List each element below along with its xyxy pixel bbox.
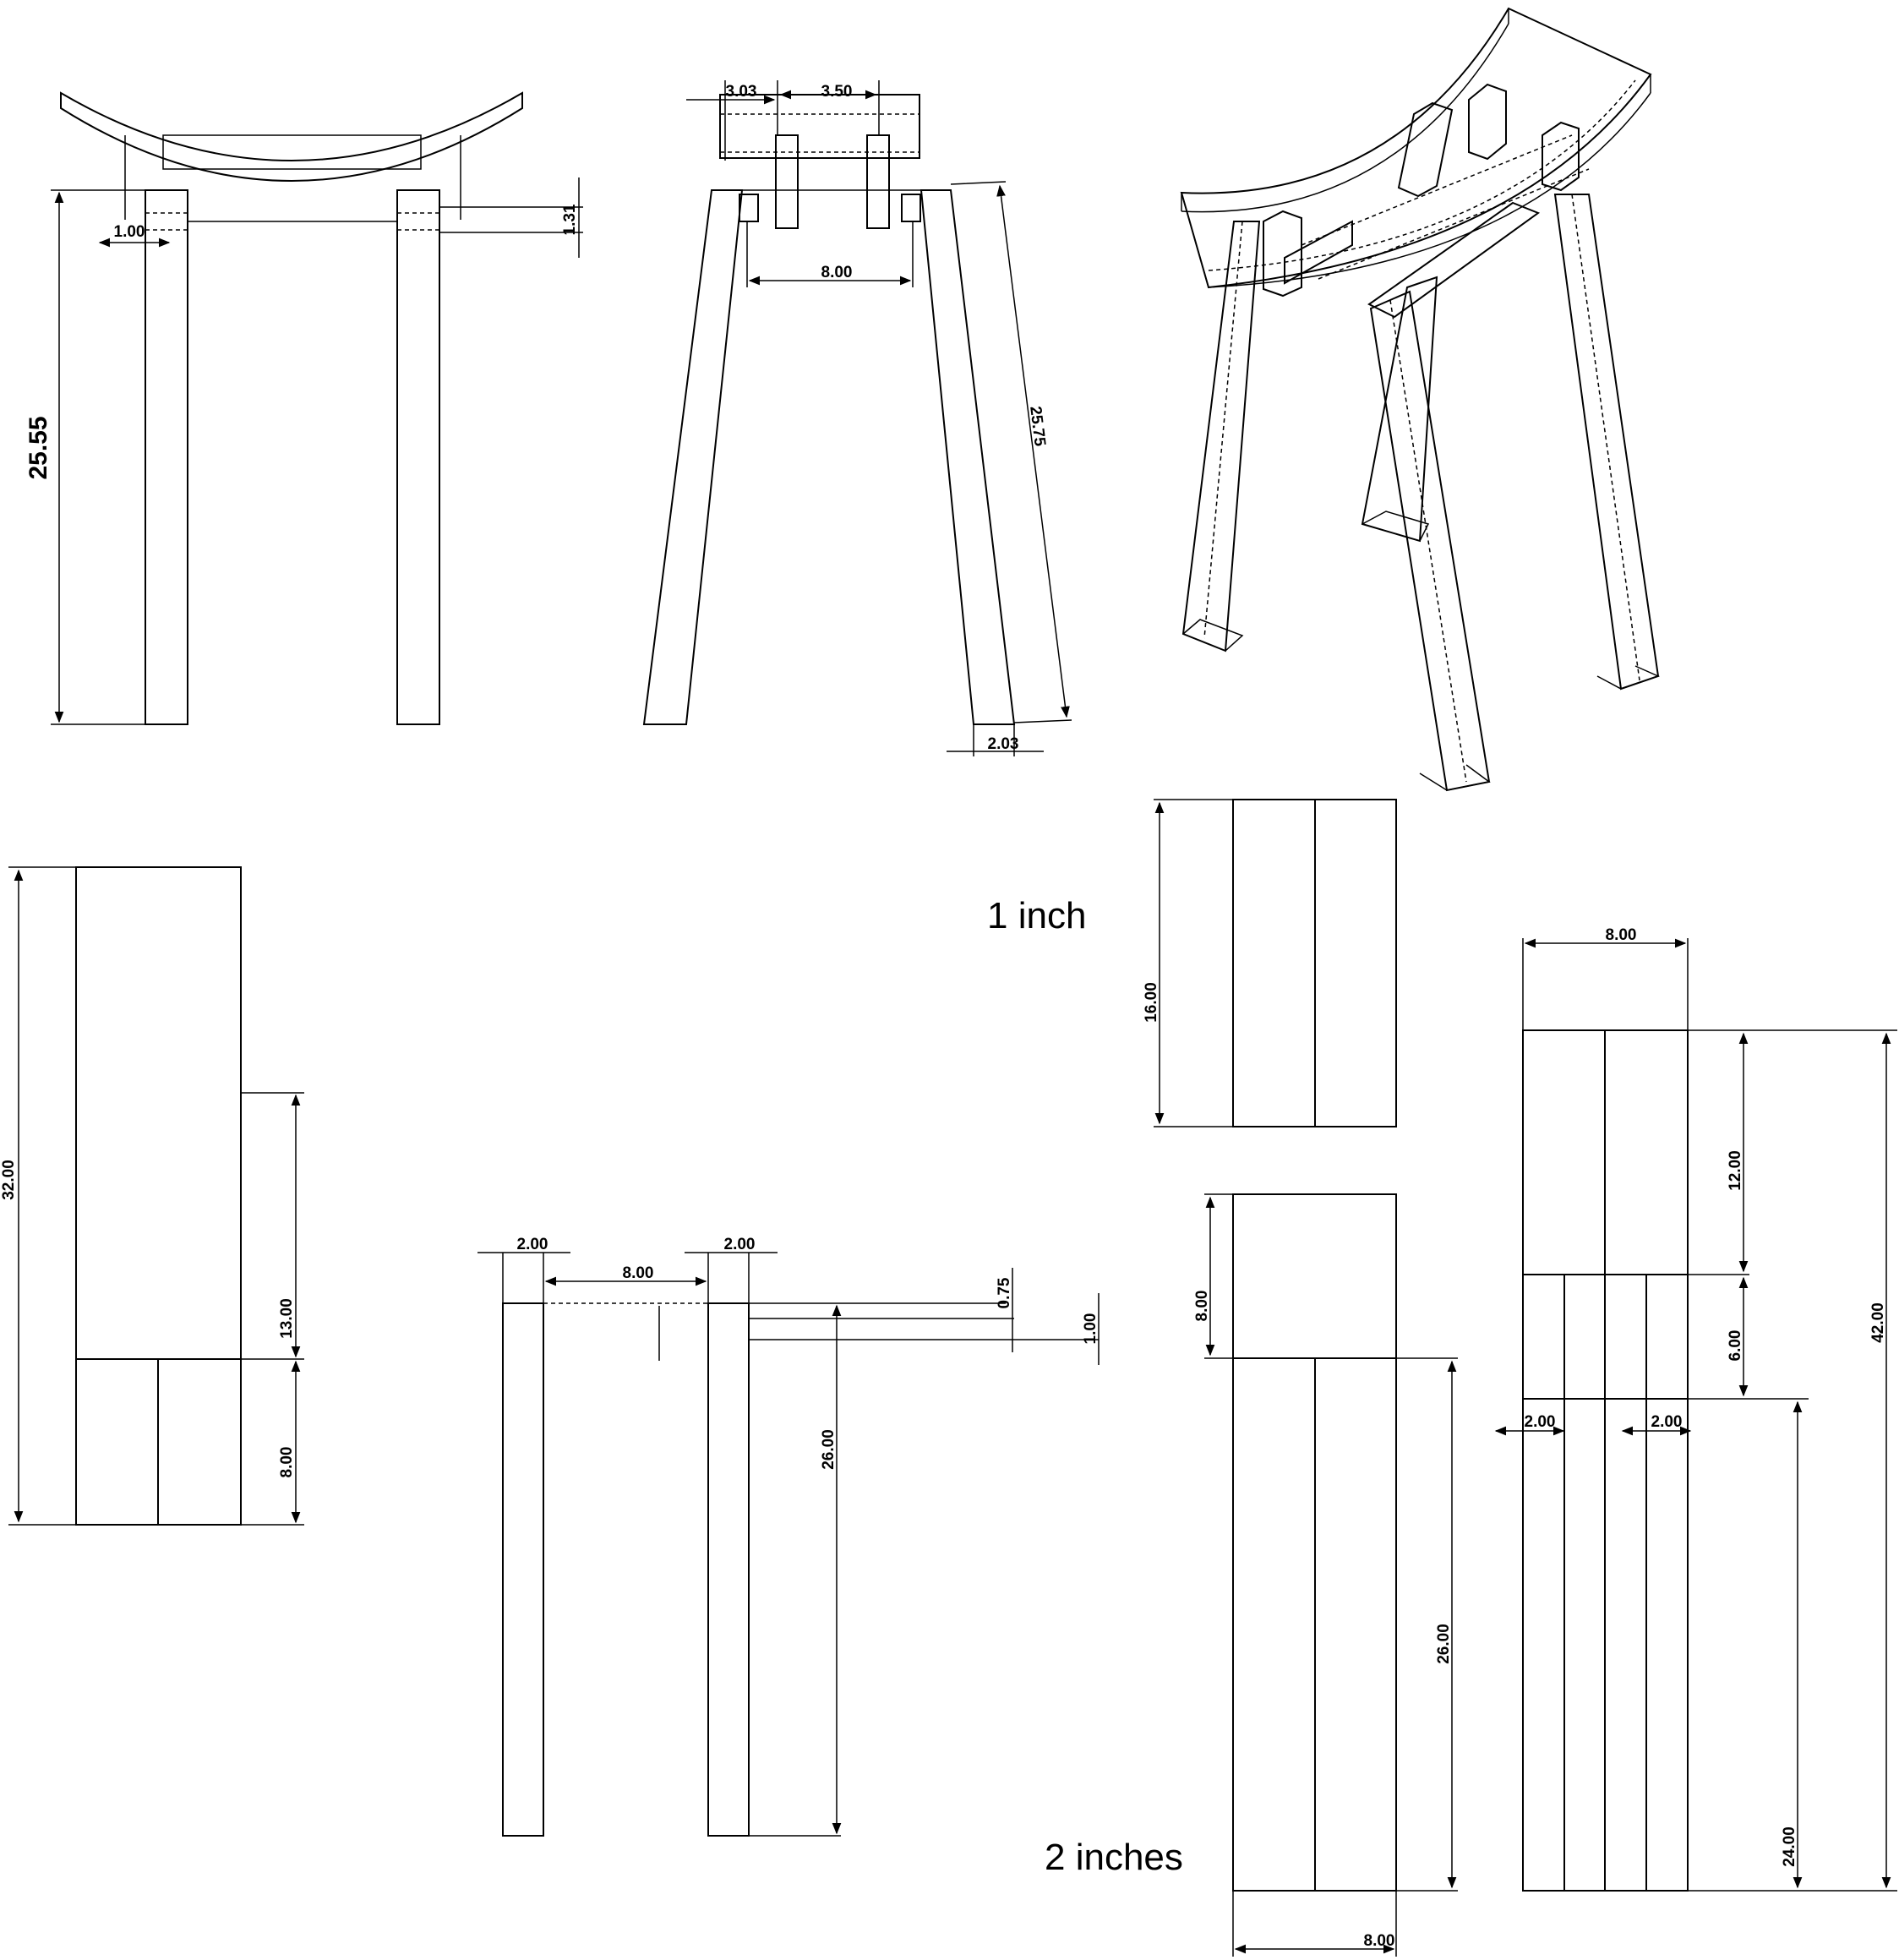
board-wide-total-label: 42.00 xyxy=(1869,1302,1887,1343)
legpair-length-label: 26.00 xyxy=(820,1429,838,1470)
front-view: 25.55 1.00 1.31 xyxy=(25,91,583,725)
board-wide: 8.00 12.00 6.00 42.00 24.00 2.00 2.00 xyxy=(1494,926,1897,1892)
blank-plan: 32.00 13.00 8.00 xyxy=(0,866,304,1526)
board-small-height-label: 16.00 xyxy=(1143,982,1160,1023)
front-height-label: 25.55 xyxy=(25,416,52,479)
board-wide-top-label: 12.00 xyxy=(1727,1150,1744,1191)
board-tall-width-label: 8.00 xyxy=(1364,1932,1395,1950)
side-leg-length-label: 25.75 xyxy=(1026,405,1049,447)
leg-pair: 2.00 2.00 8.00 0.75 1.00 26.00 xyxy=(477,1236,1100,1837)
legpair-spacing-label: 8.00 xyxy=(623,1264,654,1282)
legpair-leg-b-label: 2.00 xyxy=(724,1236,756,1253)
side-tenon-b-label: 3.50 xyxy=(821,83,853,101)
blank-total-label: 32.00 xyxy=(0,1160,18,1200)
front-rail-label: 1.31 xyxy=(561,204,579,235)
legpair-leg-a-label: 2.00 xyxy=(517,1236,548,1253)
legpair-rail-label: 1.00 xyxy=(1082,1313,1100,1345)
board-wide-mid-label: 6.00 xyxy=(1727,1330,1744,1362)
board-tall-lower-label: 26.00 xyxy=(1435,1624,1453,1664)
side-foot-label: 2.03 xyxy=(988,735,1019,753)
board-wide-width-label: 8.00 xyxy=(1606,926,1637,944)
board-wide-right-strip-label: 2.00 xyxy=(1651,1413,1683,1431)
legpair-notch-label: 0.75 xyxy=(996,1277,1013,1308)
board-wide-left-strip-label: 2.00 xyxy=(1525,1413,1556,1431)
side-tenon-a-label: 3.03 xyxy=(726,83,757,101)
thickness-note-1: 1 inch xyxy=(987,895,1086,936)
blank-upper-label: 13.00 xyxy=(278,1298,296,1339)
iso-view xyxy=(1180,7,1661,792)
board-tall-top-label: 8.00 xyxy=(1193,1291,1211,1322)
thickness-note-2: 2 inches xyxy=(1045,1837,1183,1878)
front-offset-label: 1.00 xyxy=(114,223,145,241)
side-spacing-label: 8.00 xyxy=(821,264,853,281)
blank-lower-label: 8.00 xyxy=(278,1447,296,1478)
side-view: 3.03 3.50 8.00 25.75 2.03 xyxy=(642,80,1072,756)
board-wide-lower-label: 24.00 xyxy=(1781,1826,1798,1867)
board-tall: 8.00 26.00 8.00 xyxy=(1193,1193,1458,1957)
board-small: 16.00 xyxy=(1143,799,1397,1127)
